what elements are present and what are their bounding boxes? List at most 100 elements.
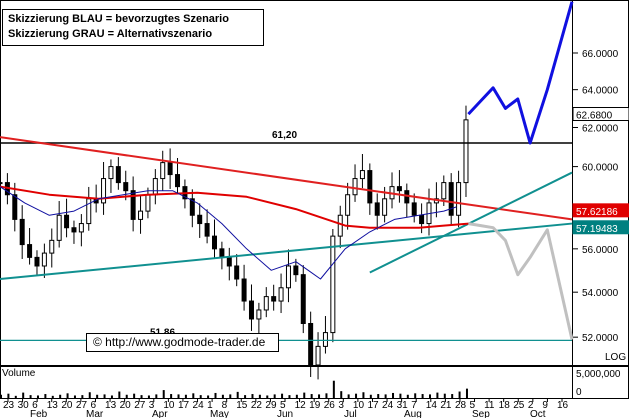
volume-bar — [421, 394, 424, 398]
x-day-label: 29 — [265, 400, 277, 411]
price-tick-label: 64.0000 — [582, 86, 619, 97]
x-day-label: 20 — [120, 400, 132, 411]
x-day-label: 5 — [280, 400, 286, 411]
price-tick-label: 54.0000 — [582, 288, 619, 299]
candle-body — [263, 296, 269, 311]
volume-bar — [0, 394, 2, 398]
candle-body — [359, 170, 365, 180]
volume-bar — [465, 388, 468, 398]
volume-bar — [303, 392, 306, 398]
x-day-label: 13 — [105, 400, 117, 411]
candle-body — [34, 256, 40, 267]
log-scale-label: LOG — [605, 352, 626, 363]
candle-body — [101, 178, 107, 204]
candle-body — [41, 252, 47, 267]
volume-bar — [199, 395, 202, 398]
candle-body — [204, 223, 210, 237]
candle-body — [300, 274, 306, 324]
x-day-label: 18 — [499, 400, 511, 411]
volume-bar — [399, 393, 402, 398]
price-tag — [572, 203, 629, 218]
x-day-label: 20 — [61, 400, 73, 411]
x-day-label: 27 — [134, 400, 146, 411]
volume-bar — [258, 394, 261, 398]
volume-bar — [177, 394, 180, 398]
price-candles — [0, 105, 469, 380]
volume-bar — [103, 394, 106, 398]
candle-body — [175, 174, 181, 188]
volume-bar — [140, 395, 143, 398]
candle-body — [463, 119, 469, 184]
volume-bar — [88, 392, 91, 398]
x-day-label: 5 — [470, 400, 476, 411]
candle-body — [367, 170, 373, 204]
volume-bar — [436, 392, 439, 398]
volume-bar — [66, 393, 69, 398]
x-day-label: 26 — [324, 400, 336, 411]
x-day-label: 22 — [251, 400, 263, 411]
candle-body — [278, 287, 284, 302]
copyright-notice: © http://www.godmode-trader.de — [86, 333, 279, 352]
candle-body — [27, 244, 33, 258]
volume-bar — [340, 391, 343, 398]
moving-average-blue-line — [0, 186, 457, 280]
x-month-label: May — [210, 409, 229, 418]
volume-bar — [310, 394, 313, 398]
volume-bar — [429, 394, 431, 398]
candle-body — [138, 210, 144, 220]
volume-bar — [110, 395, 113, 398]
x-day-label: 11 — [484, 400, 495, 411]
candle-body — [241, 278, 247, 302]
chart-text: 52.000054.000056.000058.000060.000062.00… — [2, 49, 629, 418]
x-month-label: Mar — [86, 409, 104, 418]
x-day-label: 30 — [18, 400, 30, 411]
candle-body — [19, 218, 25, 246]
volume-label: Volume — [2, 368, 36, 379]
price-tag-label: 57.62186 — [576, 207, 618, 218]
candle-body — [71, 227, 77, 233]
volume-bar — [133, 393, 136, 398]
candle-body — [226, 256, 232, 267]
volume-bar — [214, 392, 217, 398]
candle-body — [108, 166, 114, 180]
price-tag — [572, 220, 629, 235]
volume-bar — [325, 393, 328, 398]
volume-bar — [229, 394, 232, 398]
price-tag-label: 57.19483 — [576, 224, 618, 235]
price-tag — [572, 107, 629, 122]
x-day-label: 27 — [76, 400, 88, 411]
x-month-label: Sep — [472, 409, 490, 418]
volume-bar — [244, 395, 247, 398]
legend-line-blue: Skizzierung BLAU = bevorzugtes Szenario — [8, 13, 229, 25]
price-tick-label: 56.0000 — [582, 245, 619, 256]
x-day-label: 6 — [32, 400, 38, 411]
candle-body — [234, 265, 240, 280]
volume-bar — [22, 392, 25, 398]
candle-body — [345, 194, 351, 216]
candle-body — [152, 178, 158, 196]
candle-body — [411, 202, 417, 216]
candle-body — [145, 194, 151, 212]
x-day-label: 13 — [47, 400, 59, 411]
x-day-label: 6 — [90, 400, 96, 411]
volume-bar — [281, 393, 284, 398]
candle-body — [167, 162, 173, 176]
candle-body — [115, 166, 121, 184]
volume-bar — [96, 394, 99, 398]
candle-body — [212, 235, 217, 250]
candle-body — [12, 194, 18, 220]
candle-body — [271, 296, 277, 302]
volume-bar — [7, 393, 10, 398]
candle-body — [285, 265, 291, 289]
volume-bar — [147, 395, 150, 398]
candle-body — [308, 322, 314, 366]
volume-bar — [73, 395, 76, 398]
x-day-label: 9 — [542, 400, 548, 411]
volume-bar — [36, 395, 39, 398]
volume-bar — [347, 394, 350, 398]
x-day-label: 17 — [367, 400, 379, 411]
x-day-label: 15 — [236, 400, 248, 411]
volume-bar — [392, 392, 395, 398]
volume-bar — [51, 395, 54, 398]
x-day-label: 16 — [557, 400, 569, 411]
